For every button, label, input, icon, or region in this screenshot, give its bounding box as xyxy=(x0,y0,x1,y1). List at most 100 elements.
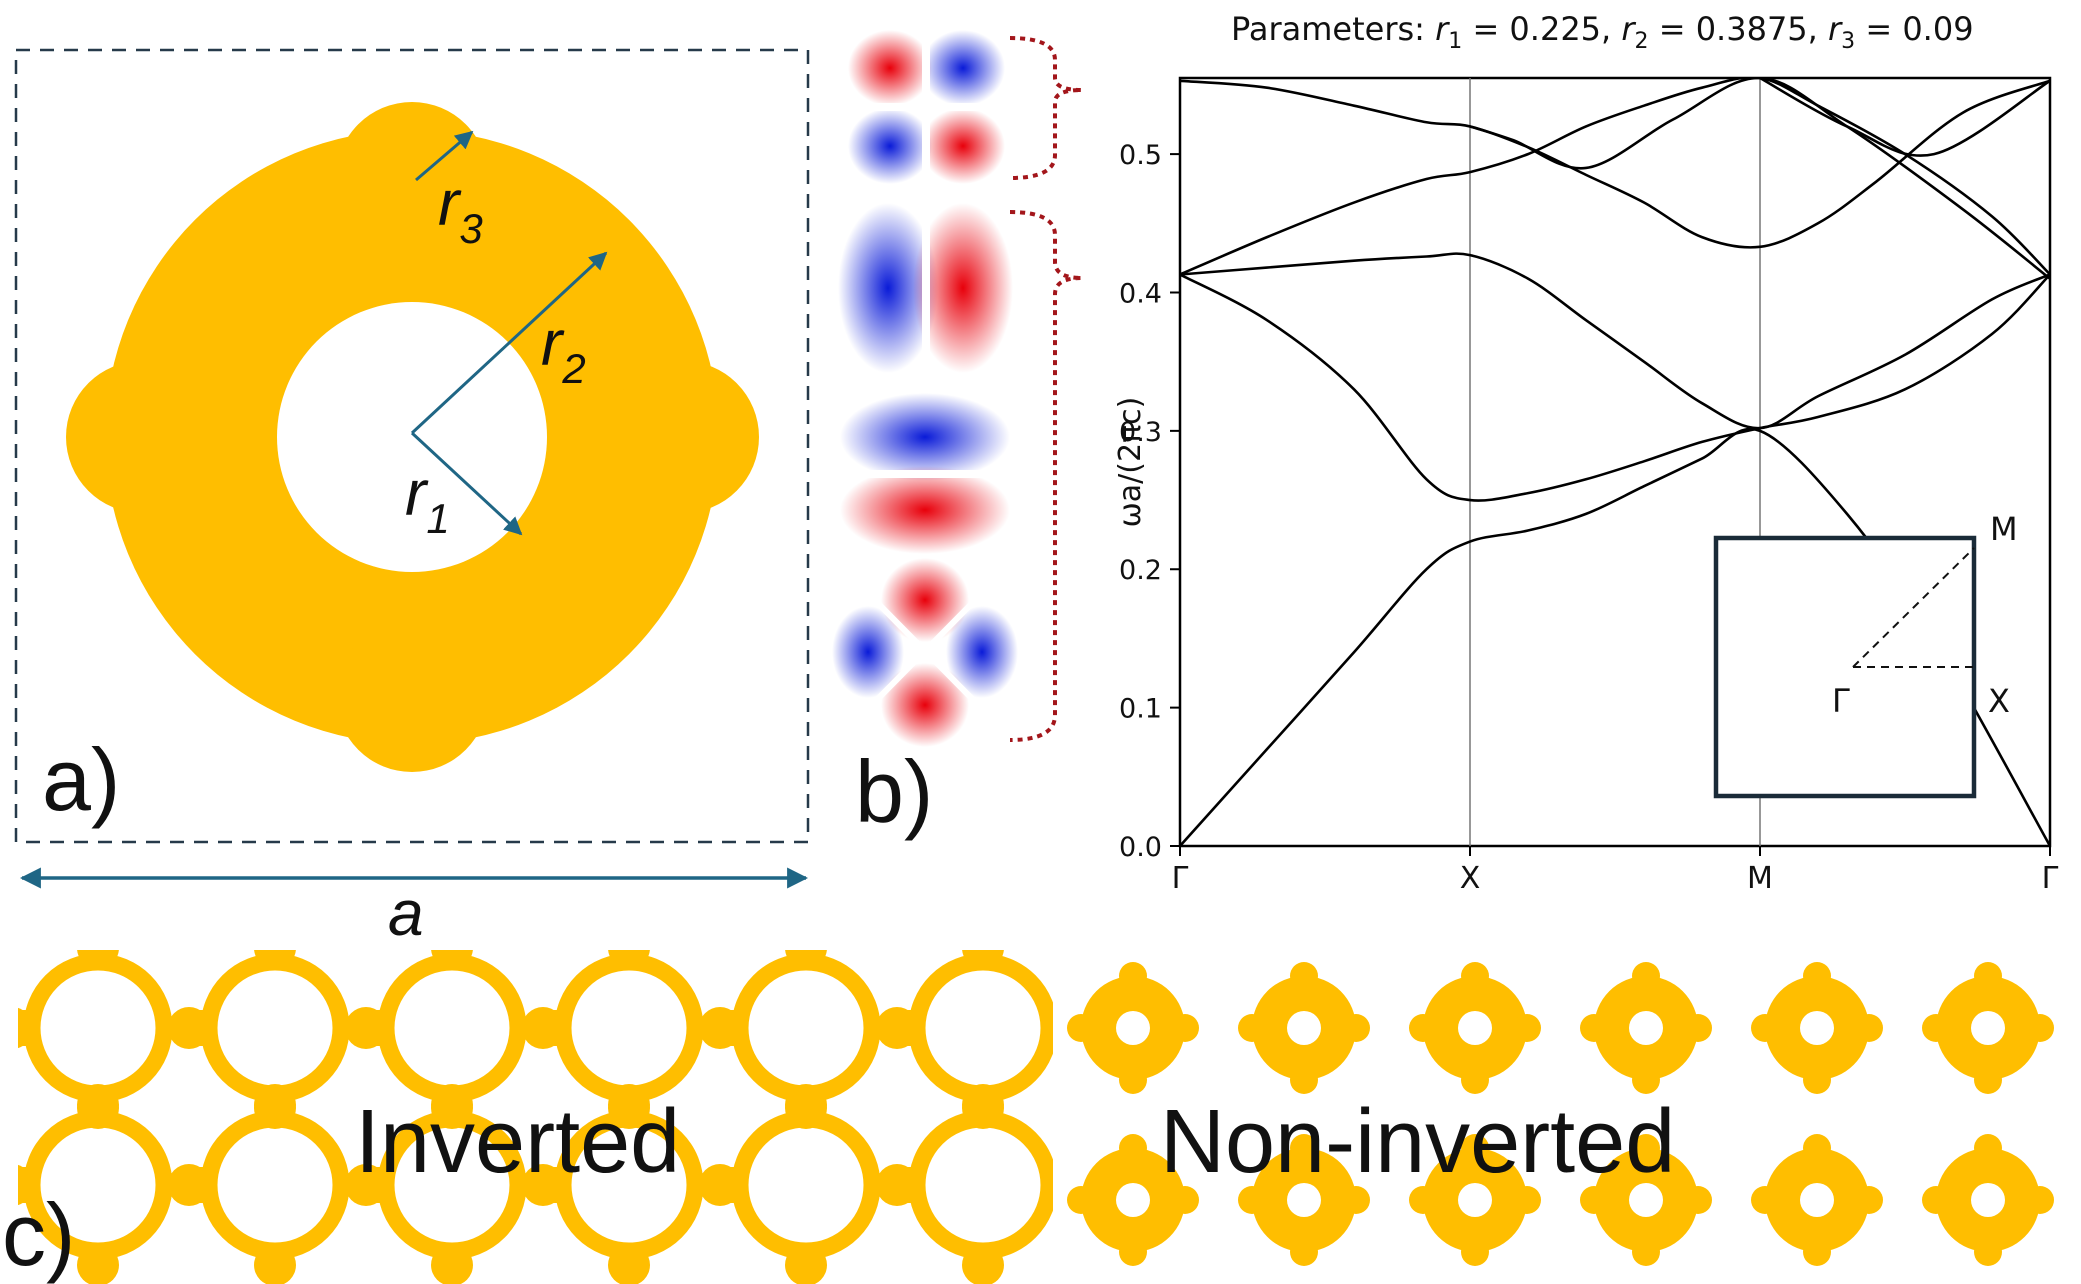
title-eq-0: = 0.225, xyxy=(1462,10,1621,48)
non-inverted-cell xyxy=(1751,1134,1883,1266)
mode-dipole-y xyxy=(840,393,1010,554)
inverted-node xyxy=(785,1084,827,1126)
unit-cell-border xyxy=(14,48,810,844)
inverted-ring xyxy=(554,953,704,1103)
y-tick-label: 0.1 xyxy=(1119,694,1162,725)
bracket-top xyxy=(1009,36,1083,180)
non-inverted-cell xyxy=(1922,1134,2054,1266)
inset-label-x: X xyxy=(1988,682,2010,720)
mode-quadrupole xyxy=(848,30,1005,184)
inverted-ring xyxy=(731,953,881,1103)
lattice-label: a xyxy=(388,877,424,949)
inverted-node xyxy=(77,950,119,969)
inverted-node xyxy=(77,1084,119,1126)
panel-a-label: a) xyxy=(42,730,120,829)
unit-cell-shape xyxy=(66,102,759,772)
panel-c-label: c) xyxy=(2,1185,75,1284)
inverted-node xyxy=(431,950,473,969)
inverted-bridge xyxy=(364,1010,384,1046)
title-sub-2: 3 xyxy=(1841,29,1855,54)
inverted-node xyxy=(785,950,827,969)
inverted-bridge xyxy=(187,1167,207,1203)
inverted-node xyxy=(254,1244,296,1284)
r2-label: r2 xyxy=(541,307,586,392)
band-2 xyxy=(1180,273,2050,502)
inverted-lattice xyxy=(18,927,1181,1284)
mode-quadrupole-45 xyxy=(832,558,1018,747)
title-var-1: r xyxy=(1621,10,1636,48)
inverted-node xyxy=(962,950,1004,969)
y-tick-label: 0.3 xyxy=(1119,417,1162,448)
inverted-node xyxy=(77,1244,119,1284)
inverted-node xyxy=(254,1084,296,1126)
non-inverted-cell xyxy=(1751,962,1883,1094)
panel-b-label: b) xyxy=(855,742,933,841)
panel-b: b) xyxy=(832,30,1083,841)
inverted-node xyxy=(1139,927,1181,969)
inverted-ring xyxy=(377,953,527,1103)
non-inverted-cell xyxy=(1409,1134,1541,1266)
panel-c: Inverted Non-inverted c) xyxy=(2,927,2054,1284)
r3-label: r3 xyxy=(438,167,483,252)
band-5 xyxy=(1180,79,2050,249)
inverted-ring xyxy=(908,953,1053,1103)
title-sub-1: 2 xyxy=(1635,29,1649,54)
y-axis: 0.0 0.1 0.2 0.3 0.4 0.5 xyxy=(1119,140,1180,863)
title-var-2: r xyxy=(1828,10,1843,48)
title-eq-1: = 0.3875, xyxy=(1649,10,1828,48)
inverted-bridge xyxy=(541,1167,561,1203)
non-inverted-cell xyxy=(1922,962,2054,1094)
band-3 xyxy=(1180,252,2050,430)
x-tick-label: X xyxy=(1460,861,1481,896)
inverted-label: Inverted xyxy=(355,1092,680,1192)
r3-arrow xyxy=(415,130,474,182)
x-tick-label: Γ xyxy=(2042,861,2059,896)
inverted-bridge xyxy=(187,1010,207,1046)
non-inverted-cell xyxy=(1409,962,1541,1094)
title-eq-2: = 0.09 xyxy=(1855,10,1973,48)
r1-label: r1 xyxy=(405,457,450,542)
inverted-bridge xyxy=(718,1010,738,1046)
title-prefix: Parameters: xyxy=(1231,10,1435,48)
inverted-bridge xyxy=(18,1010,30,1046)
inverted-node xyxy=(608,1084,650,1126)
brillouin-inset: M Γ X xyxy=(1713,510,2018,799)
inverted-bridge xyxy=(541,1010,561,1046)
r2-arrow xyxy=(410,251,608,435)
inverted-bridge xyxy=(895,1010,915,1046)
y-tick-label: 0.2 xyxy=(1119,555,1162,586)
non-inverted-cell xyxy=(1580,962,1712,1094)
band-6 xyxy=(1469,78,2050,280)
inverted-node xyxy=(608,1244,650,1284)
x-tick-label: M xyxy=(1747,861,1773,896)
r1-arrow xyxy=(410,431,523,536)
inverted-ring xyxy=(200,953,350,1103)
inverted-bridge xyxy=(718,1167,738,1203)
inverted-node xyxy=(962,1244,1004,1284)
inverted-bridge xyxy=(364,1167,384,1203)
inverted-node xyxy=(608,950,650,969)
inverted-ring xyxy=(908,1110,1053,1260)
y-tick-label: 0.5 xyxy=(1119,140,1162,171)
chart-title: Parameters: r1 = 0.225, r2 = 0.3875, r3 … xyxy=(1231,10,1974,54)
inverted-ring xyxy=(23,953,173,1103)
inverted-bridge xyxy=(18,1167,30,1203)
inverted-node xyxy=(785,1244,827,1284)
non-inverted-cell xyxy=(1067,962,1199,1094)
inset-label-m: M xyxy=(1990,510,2018,548)
bracket-bottom xyxy=(1009,210,1083,742)
non-inverted-label: Non-inverted xyxy=(1160,1092,1675,1192)
inverted-ring xyxy=(200,1110,350,1260)
title-var-0: r xyxy=(1435,10,1450,48)
inverted-node xyxy=(254,950,296,969)
x-tick-label: Γ xyxy=(1172,861,1189,896)
non-inverted-lattice xyxy=(1067,962,2054,1266)
non-inverted-cell xyxy=(1238,962,1370,1094)
title-sub-0: 1 xyxy=(1448,29,1462,54)
inverted-ring xyxy=(731,1110,881,1260)
y-tick-label: 0.0 xyxy=(1119,832,1162,863)
band-chart: Parameters: r1 = 0.225, r2 = 0.3875, r3 … xyxy=(1113,10,2059,896)
inverted-node xyxy=(431,1244,473,1284)
band-lines xyxy=(1180,78,2050,846)
